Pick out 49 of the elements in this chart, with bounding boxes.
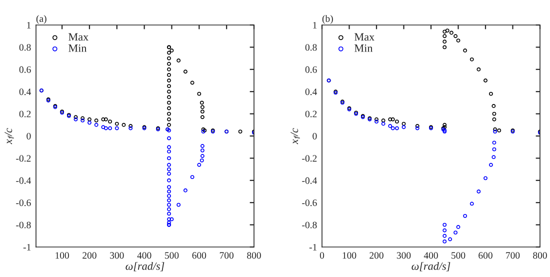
y-tick-label: -0.8 xyxy=(16,222,31,228)
y-tick-label: 0.8 xyxy=(19,44,31,51)
x-tick-label: 700 xyxy=(220,252,234,259)
x-tick-label: 500 xyxy=(165,252,179,259)
y-tick-label: 0.6 xyxy=(19,66,31,73)
x-tick-label: 800 xyxy=(247,252,261,259)
x-tick-label: 700 xyxy=(506,252,520,259)
x-tick-label: 600 xyxy=(478,252,492,259)
y-tick-label: 0.2 xyxy=(305,110,317,118)
legend-label: Min xyxy=(354,44,373,52)
text: (b) xyxy=(322,15,333,24)
y-axis-title: x$_{f}$/c xyxy=(290,128,300,144)
y-tick-label: -0.2 xyxy=(302,155,317,162)
x-tick-label: 200 xyxy=(370,252,384,259)
y-tick-label: -0.8 xyxy=(302,222,317,228)
y-tick-label: 1 xyxy=(27,22,31,28)
x-tick-label: 300 xyxy=(396,252,411,259)
legend-label: Max xyxy=(354,33,374,41)
y-tick-label: 1 xyxy=(313,22,317,28)
y-tick-label: -0.4 xyxy=(302,177,317,184)
x-axis-title: ω[rad/s] xyxy=(412,262,450,272)
x-tick-label: 400 xyxy=(137,252,152,259)
y-tick-label: -1 xyxy=(309,244,317,250)
legend-label: Max xyxy=(68,33,88,41)
y-tick-label: 0.2 xyxy=(19,110,31,118)
x-axis-title: ω[rad/s] xyxy=(126,262,164,272)
y-tick-label: 0.4 xyxy=(305,88,317,96)
y-tick-label: 0.4 xyxy=(19,88,31,96)
y-tick-label: 0 xyxy=(312,132,317,140)
y-tick-label: -0.6 xyxy=(16,200,31,206)
y-axis-title: x$_{f}$/c xyxy=(4,128,14,144)
x-tick-label: 800 xyxy=(533,252,547,259)
x-tick-label: 200 xyxy=(82,252,96,259)
x-tick-label: 100 xyxy=(342,252,356,259)
y-tick-label: 0.8 xyxy=(305,44,317,51)
y-tick-label: 0.6 xyxy=(305,66,317,73)
y-tick-label: -0.6 xyxy=(302,200,317,206)
y-tick-label: -1 xyxy=(23,244,31,250)
x-tick-label: 500 xyxy=(452,252,466,259)
y-tick-label: -0.2 xyxy=(16,155,31,162)
y-tick-label: 0 xyxy=(26,132,31,140)
x-tick-label: 300 xyxy=(110,252,124,259)
y-tick-label: -0.4 xyxy=(16,177,31,184)
x-tick-label: 400 xyxy=(424,252,438,259)
x-tick-label: 600 xyxy=(192,252,206,259)
x-tick-label: 0 xyxy=(320,252,324,259)
legend-label: Min xyxy=(68,44,87,52)
x-tick-label: 100 xyxy=(56,252,69,259)
text: (a) xyxy=(36,15,46,24)
